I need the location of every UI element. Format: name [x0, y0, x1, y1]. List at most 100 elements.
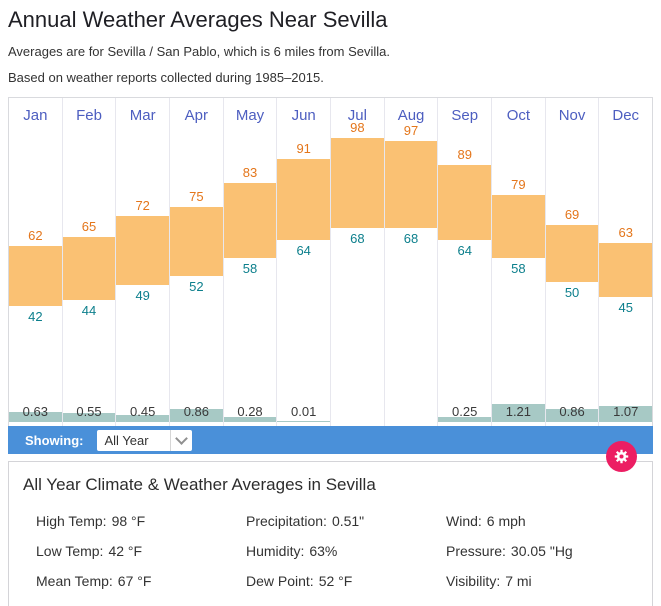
summary-panel: All Year Climate & Weather Averages in S…: [8, 461, 653, 606]
month-label: Sep: [451, 107, 479, 124]
stat-dew-point: Dew Point: 52 °F: [246, 566, 446, 596]
stat-label: Mean Temp:: [36, 573, 113, 589]
precip-value: 1.21: [505, 404, 532, 419]
high-temp-value: 97: [403, 123, 419, 138]
month-label: Oct: [506, 107, 531, 124]
high-temp-value: 79: [511, 177, 526, 192]
low-temp-value: 52: [189, 279, 204, 294]
gear-icon: [614, 449, 629, 464]
precip-bar: [492, 404, 545, 422]
low-temp-value: 68: [350, 231, 365, 246]
month-label: May: [235, 107, 265, 124]
precip-value: 0.25: [452, 404, 478, 419]
subtitle-period: Based on weather reports collected durin…: [8, 70, 324, 85]
stat-mean-temp: Mean Temp: 67 °F: [36, 566, 246, 596]
precip-bar: [277, 421, 331, 422]
low-temp-value: 68: [403, 231, 419, 246]
chart-column-nov: Nov 69 50 0.86: [545, 98, 600, 426]
temp-range-bar: [545, 225, 599, 282]
precip-bar: [545, 409, 599, 422]
stat-label: Dew Point:: [246, 573, 314, 589]
precip-bar: [116, 415, 170, 422]
high-temp-value: 89: [457, 147, 472, 162]
precip-bar: [62, 413, 116, 422]
settings-button[interactable]: [606, 441, 637, 472]
chart-column-jun: Jun 91 64 0.01: [277, 98, 332, 426]
low-temp-value: 64: [296, 243, 311, 258]
precip-bar: [599, 406, 653, 422]
stat-pressure: Pressure: 30.05 "Hg: [446, 536, 652, 566]
month-label: Jul: [347, 107, 367, 124]
high-temp-value: 72: [135, 198, 150, 213]
subtitle-location: Averages are for Sevilla / San Pablo, wh…: [8, 44, 390, 59]
chevron-down-icon: [169, 429, 192, 451]
stat-wind: Wind: 6 mph: [446, 506, 652, 536]
stat-label: Pressure:: [446, 543, 506, 559]
stat-precipitation: Precipitation: 0.51": [246, 506, 446, 536]
temp-range-bar: [116, 216, 170, 285]
chart-column-feb: Feb 65 44 0.55: [62, 98, 117, 426]
precip-value: 0.63: [22, 404, 48, 419]
stat-visibility: Visibility: 7 mi: [446, 566, 652, 596]
high-temp-value: 75: [189, 189, 204, 204]
temp-range-bar: [438, 165, 492, 240]
high-temp-value: 83: [242, 165, 258, 180]
chart-column-dec: Dec 63 45 1.07: [599, 98, 653, 426]
precip-value: 0.01: [291, 404, 317, 419]
low-temp-value: 50: [564, 285, 580, 300]
stat-label: High Temp:: [36, 513, 107, 529]
summary-stats: High Temp: 98 °F Precipitation: 0.51" Wind…: [9, 506, 652, 596]
high-temp-value: 62: [28, 228, 43, 243]
precip-value: 0.86: [559, 404, 585, 419]
stat-value: 63%: [309, 543, 338, 559]
month-label: Aug: [397, 107, 425, 124]
temp-range-bar: [331, 138, 384, 228]
page-title: Annual Weather Averages Near Sevilla: [8, 7, 388, 32]
chart-column-may: May 83 58 0.28: [223, 98, 278, 426]
month-label: Feb: [76, 107, 102, 124]
month-label: Mar: [129, 107, 156, 124]
stat-label: Humidity:: [246, 543, 305, 559]
precip-value: 0.86: [183, 404, 209, 419]
temp-range-bar: [170, 207, 223, 276]
temp-range-bar: [9, 246, 62, 306]
stat-high-temp: High Temp: 98 °F: [36, 506, 246, 536]
month-label: Jan: [23, 107, 48, 124]
chart-column-mar: Mar 72 49 0.45: [116, 98, 171, 426]
month-label: Apr: [184, 107, 209, 124]
precip-value: 0.45: [130, 404, 156, 419]
precip-bar: [438, 417, 492, 422]
stat-low-temp: Low Temp: 42 °F: [36, 536, 246, 566]
showing-select-value: All Year: [104, 432, 149, 448]
stat-label: Low Temp:: [36, 543, 104, 559]
precip-value: 0.55: [76, 404, 102, 419]
stat-value: 0.51": [331, 513, 365, 529]
chart-column-apr: Apr 75 52 0.86: [170, 98, 224, 426]
stat-label: Precipitation:: [246, 513, 327, 529]
high-temp-value: 91: [296, 141, 311, 156]
high-temp-value: 63: [618, 225, 633, 240]
temp-range-bar: [492, 195, 545, 258]
temp-range-bar: [599, 243, 653, 297]
temp-range-bar: [277, 159, 331, 240]
stat-value: 30.05 "Hg: [510, 543, 573, 559]
stat-value: 7 mi: [505, 573, 532, 589]
chart-column-oct: Oct 79 58 1.21: [492, 98, 546, 426]
stat-value: 42 °F: [108, 543, 143, 559]
low-temp-value: 64: [457, 243, 472, 258]
temp-range-bar: [384, 141, 438, 228]
month-label: Nov: [558, 107, 586, 124]
low-temp-value: 44: [81, 303, 97, 318]
climate-chart: Jan 62 42 0.63 Feb 65 44 0.55 Mar 72 49 0.45 Apr 75 52…: [8, 97, 653, 426]
temp-range-bar: [62, 237, 116, 300]
summary-title: All Year Climate & Weather Averages in S…: [23, 475, 376, 494]
precip-value: 1.07: [613, 404, 639, 419]
chart-column-jul: Jul 98 68: [331, 98, 385, 426]
high-temp-value: 65: [81, 219, 97, 234]
stat-value: 52 °F: [318, 573, 353, 589]
showing-select[interactable]: All Year: [96, 429, 192, 451]
stat-value: 67 °F: [117, 573, 152, 589]
precip-bar: [223, 417, 277, 422]
stat-label: Visibility:: [446, 573, 501, 589]
low-temp-value: 58: [242, 261, 258, 276]
